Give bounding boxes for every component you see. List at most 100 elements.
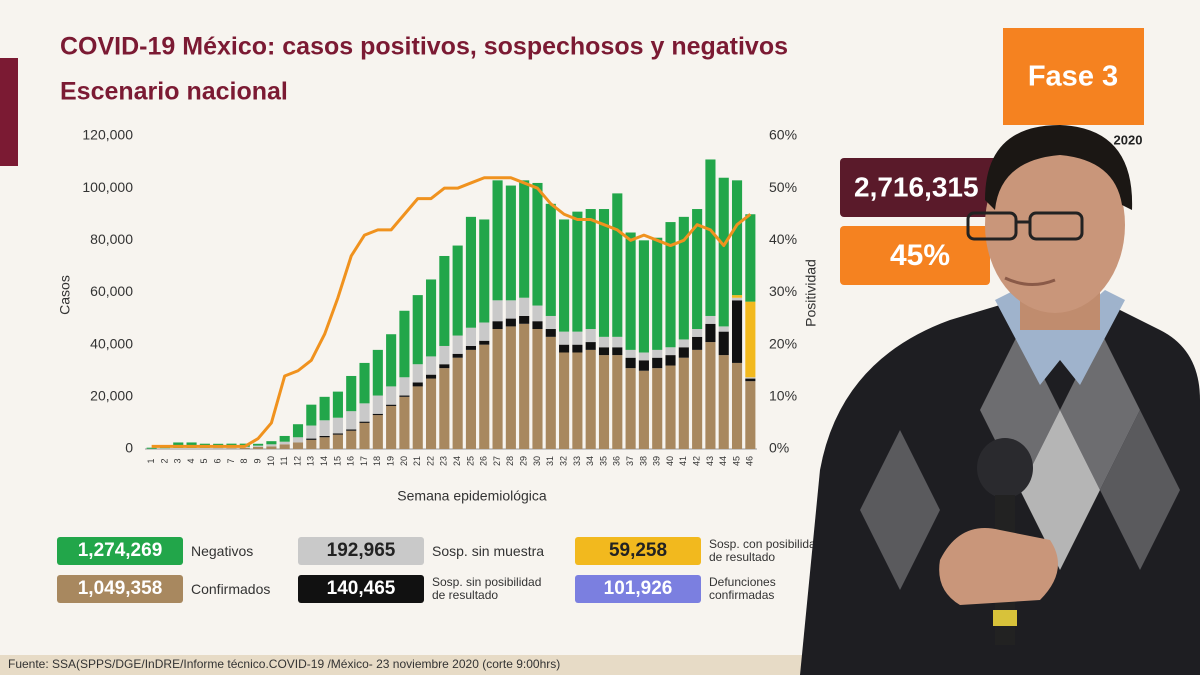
y2-tick-label: 60% — [769, 127, 797, 143]
bar-segment — [572, 344, 583, 353]
y2-tick-label: 50% — [769, 179, 797, 195]
bar-segment — [559, 344, 570, 353]
bar-segment — [386, 404, 397, 406]
legend-label: Defunciones confirmadas — [709, 575, 776, 602]
bar-segment — [372, 415, 383, 449]
bar-segment — [386, 334, 397, 387]
bar-segment — [239, 447, 250, 449]
x-tick-label: 3 — [173, 458, 183, 463]
bar-segment — [612, 193, 623, 337]
legend-total: 59,258 — [575, 537, 701, 565]
x-tick-label: 43 — [705, 456, 715, 466]
bar-segment — [519, 323, 530, 449]
bar-segment — [479, 340, 490, 345]
bar-segment — [705, 342, 716, 449]
bar-segment — [346, 411, 357, 430]
bar-segment — [678, 216, 689, 340]
bar-segment — [425, 378, 437, 449]
bar-segment — [253, 443, 264, 446]
bar-segment — [731, 295, 743, 298]
legend-total: 1,049,358 — [57, 575, 183, 603]
x-axis-label: Semana epidemiológica — [397, 488, 547, 504]
bar-segment — [439, 364, 450, 369]
x-tick-label: 4 — [186, 458, 196, 463]
bar-segment — [638, 240, 649, 353]
kpi-positivity-box — [840, 226, 990, 285]
x-tick-label: 6 — [213, 458, 223, 463]
bar-segment — [306, 425, 317, 439]
x-tick-label: 42 — [692, 456, 702, 466]
x-tick-label: 20 — [399, 456, 409, 466]
bar-segment — [439, 368, 450, 449]
legend-total: 140,465 — [298, 575, 424, 603]
bar-segment — [545, 329, 556, 337]
y-tick-label: 40,000 — [90, 335, 133, 351]
bar-segment — [319, 396, 330, 421]
bar-segment — [532, 329, 543, 449]
y-tick-label: 20,000 — [90, 388, 133, 404]
bar-segment — [425, 356, 437, 375]
bar-segment — [372, 395, 383, 414]
legend-label: Sosp. sin muestra — [432, 543, 545, 559]
bar-segment — [745, 378, 756, 382]
x-tick-label: 16 — [346, 456, 356, 466]
kpi-positivity: 45% — [890, 239, 950, 272]
bar-segment — [266, 444, 277, 447]
bar-segment — [598, 347, 610, 356]
bar-segment — [279, 444, 290, 449]
x-tick-label: 7 — [226, 458, 236, 463]
x-tick-label: 1 — [146, 458, 156, 463]
bar-segment — [465, 327, 477, 346]
x-tick-label: 40 — [665, 456, 675, 466]
y-tick-label: 0 — [125, 440, 133, 456]
bar-segment — [638, 370, 649, 449]
x-tick-label: 44 — [718, 456, 728, 466]
x-tick-label: 33 — [572, 456, 582, 466]
bar-segment — [253, 446, 264, 449]
bar-segment — [159, 448, 171, 449]
bar-segment — [519, 180, 530, 298]
x-tick-label: 36 — [612, 456, 622, 466]
y2-tick-label: 40% — [769, 231, 797, 247]
bar-segment — [359, 362, 370, 404]
x-tick-label: 5 — [199, 458, 209, 463]
kpi-total-box — [840, 158, 1000, 217]
bar-segment — [505, 326, 516, 449]
bar-segment — [359, 422, 370, 449]
bar-segment — [492, 180, 503, 301]
x-tick-label: 23 — [439, 456, 449, 466]
x-tick-label: 15 — [332, 456, 342, 466]
bar-segment — [505, 318, 516, 327]
bar-segment — [585, 342, 596, 350]
bar-segment — [412, 295, 423, 365]
bar-segment — [372, 349, 383, 396]
legend-label: Confirmados — [191, 581, 271, 597]
bar-segment — [359, 421, 370, 423]
bar-segment — [745, 301, 756, 378]
bar-segment — [452, 335, 463, 354]
bar-segment — [306, 438, 317, 440]
bar-segment — [665, 365, 676, 449]
legend-label: Sosp. con posibilidad de resultado — [709, 537, 823, 564]
x-tick-label: 24 — [452, 456, 462, 466]
bar-segment — [731, 297, 743, 301]
bar-segment — [412, 382, 423, 387]
x-tick-label: 26 — [479, 456, 489, 466]
bar-segment — [545, 315, 556, 330]
legend-total: 192,965 — [298, 537, 424, 565]
x-tick-label: 27 — [492, 456, 502, 466]
x-tick-label: 12 — [292, 456, 302, 466]
bar-segment — [718, 355, 729, 449]
bar-segment — [665, 222, 676, 348]
bar-segment — [638, 360, 649, 371]
bar-segment — [319, 420, 330, 436]
bar-segment — [332, 434, 343, 449]
bar-segment — [479, 344, 490, 449]
bar-segment — [425, 279, 437, 357]
bar-segment — [213, 447, 224, 449]
bar-segment — [332, 417, 343, 434]
bar-segment — [266, 441, 277, 445]
bar-segment — [319, 437, 330, 449]
bar-segment — [386, 405, 397, 449]
x-tick-label: 22 — [425, 456, 435, 466]
